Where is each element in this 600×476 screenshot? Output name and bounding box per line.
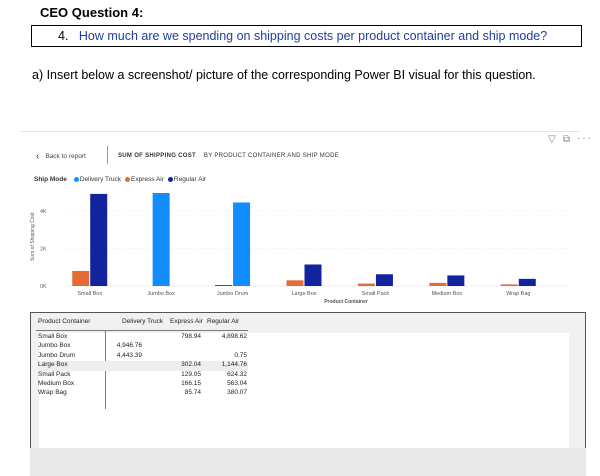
x-tick-label: Jumbo Box (147, 291, 175, 297)
question-number: 4. (58, 29, 69, 43)
bar-chart: 0K 2K 4K Sum of Shipping Cost Small Box Jumbo… (30, 193, 568, 305)
instruction-text: a) Insert below a screenshot/ picture of… (32, 68, 536, 82)
visual-header-divider (20, 131, 580, 132)
legend-dot-icon (73, 177, 79, 182)
y-axis-label: Sum of Shipping Cost (30, 212, 36, 261)
column-header[interactable]: Product Container (38, 318, 91, 325)
legend-title: Ship Mode (34, 176, 67, 183)
bar-delivery-truck (233, 202, 251, 286)
table-pane (39, 333, 569, 451)
table-cell: 166.15 (181, 380, 201, 387)
legend-dot-icon (125, 177, 131, 182)
table-row: Wrap Bag 85.74 380.07 (38, 389, 248, 398)
x-tick-label: Medium Box (432, 291, 463, 297)
table-row: Small Pack 129.05 624.32 (38, 371, 248, 380)
visual-title: SUM OF SHIPPING COST BY PRODUCT CONTAINE… (118, 153, 339, 159)
bar-regular-air (90, 193, 108, 286)
bar-delivery-truck (152, 193, 170, 286)
row-label: Medium Box (38, 380, 75, 387)
question-box: 4. How much are we spending on shipping … (31, 25, 582, 47)
back-label: Back to report (45, 153, 86, 160)
bar-regular-air (447, 275, 465, 286)
chart-legend: Ship Mode Delivery Truck Express Air Reg… (34, 176, 206, 183)
row-label: Jumbo Drum (38, 351, 76, 359)
table-cell: 302.04 (181, 361, 201, 369)
table-cell: 0.75 (234, 351, 247, 359)
column-header[interactable]: Delivery Truck (122, 318, 164, 325)
bar-express-air (286, 280, 304, 286)
row-label: Small Pack (38, 370, 71, 378)
table-cell: 4,443.39 (116, 351, 142, 359)
visual-title-bold: SUM OF SHIPPING COST (118, 153, 197, 159)
legend-item-delivery-truck[interactable]: Delivery Truck (73, 176, 122, 183)
table-cell: 1,144.76 (221, 361, 247, 369)
x-tick-label: Jumbo Drum (217, 291, 249, 297)
table-cell: 4,946.76 (116, 342, 142, 350)
table-frame (30, 312, 586, 451)
table-cell: 85.74 (184, 389, 201, 397)
bar-regular-air (518, 278, 536, 286)
y-tick-label: 2K (40, 246, 47, 252)
table-bottom-bar (30, 448, 586, 476)
x-tick-label: Large Box (291, 291, 316, 297)
legend-label: Express Air (131, 176, 164, 183)
visual-toolbar[interactable]: ▽ ⧉ ··· (548, 134, 593, 145)
legend-item-regular-air[interactable]: Regular Air (167, 176, 207, 183)
y-tick-label: 4K (40, 209, 47, 215)
table-cell: 798.94 (181, 333, 201, 340)
x-tick-label: Small Pack (362, 291, 390, 297)
column-header[interactable]: Regular Air (207, 318, 240, 325)
x-tick-label: Wrap Bag (506, 291, 530, 297)
header-separator (107, 146, 108, 164)
page-heading: CEO Question 4: (40, 5, 144, 20)
column-header[interactable]: Express Air (170, 318, 203, 325)
legend-dot-icon (167, 177, 173, 182)
legend-label: Regular Air (173, 176, 207, 183)
back-to-report-button[interactable]: ‹ Back to report (36, 151, 86, 162)
table-row: Large Box 302.04 1,144.76 (38, 361, 248, 371)
table-cell: 129.05 (181, 370, 201, 378)
table-row: Medium Box 166.15 563.04 (38, 380, 248, 389)
table-row: Jumbo Drum 4,443.39 0.75 (38, 352, 248, 361)
bar-express-air (357, 283, 375, 286)
bar-express-air (500, 284, 518, 286)
question-text: 4. How much are we spending on shipping … (58, 29, 547, 43)
legend-label: Delivery Truck (79, 176, 122, 183)
x-axis-label: Product Container (324, 299, 368, 305)
bar-regular-air (375, 274, 393, 286)
table-row: Jumbo Box 4,946.76 (38, 342, 248, 351)
x-tick-label: Small Box (77, 291, 102, 297)
table-cell: 624.32 (227, 370, 247, 378)
bar-regular-air (215, 285, 233, 286)
table-cell: 4,898.62 (221, 333, 247, 340)
table-cell: 563.04 (227, 380, 247, 387)
chevron-left-icon: ‹ (36, 151, 40, 162)
bar-regular-air (304, 264, 322, 286)
visual-title-rest: BY PRODUCT CONTAINER AND SHIP MODE (203, 153, 340, 159)
table-header-rule (36, 330, 248, 331)
row-label: Large Box (38, 361, 68, 369)
bar-express-air (72, 270, 90, 286)
toolbar-icons[interactable]: ▽ ⧉ ··· (548, 134, 593, 145)
bar-express-air (429, 282, 447, 286)
row-label: Wrap Bag (38, 389, 67, 397)
row-label: Small Box (38, 333, 68, 340)
legend-item-express-air[interactable]: Express Air (125, 176, 164, 183)
y-tick-label: 0K (40, 284, 47, 290)
question-body: How much are we spending on shipping cos… (78, 29, 548, 43)
table-cell: 380.07 (227, 389, 247, 397)
row-label: Jumbo Box (38, 342, 71, 350)
table-row: Small Box 798.94 4,898.62 (38, 333, 248, 342)
